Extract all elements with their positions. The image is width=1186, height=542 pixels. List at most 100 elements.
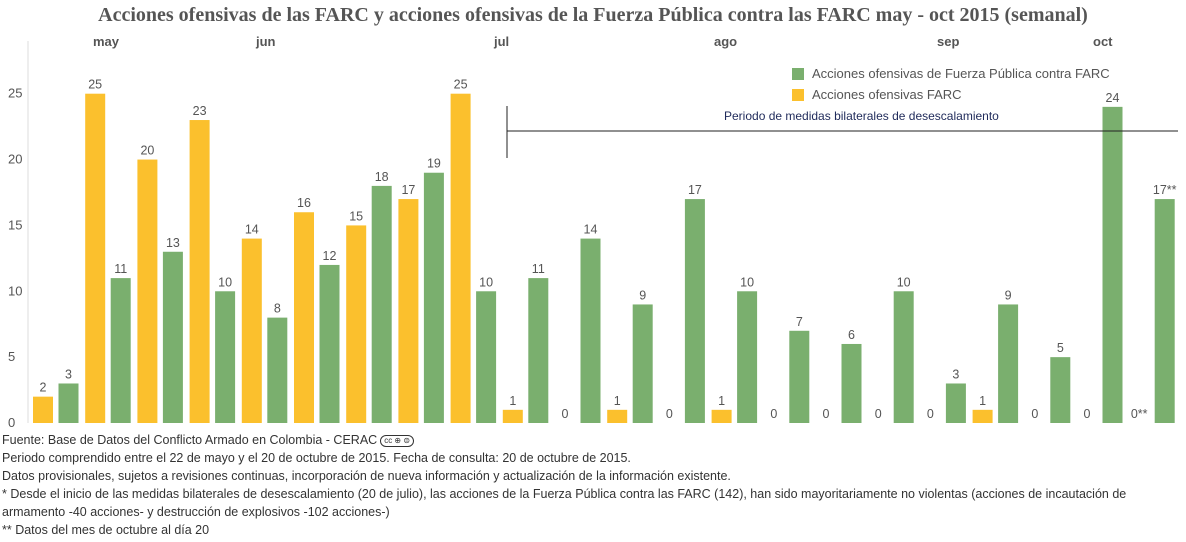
bar-fuerza-publica [215, 291, 236, 423]
data-label-fuerza-publica: 11 [114, 262, 127, 276]
bar-fuerza-publica [1050, 357, 1071, 423]
y-tick-label: 20 [8, 152, 22, 167]
bar-fuerza-publica [945, 383, 966, 423]
y-tick-label: 0 [8, 415, 15, 430]
data-label-fuerza-publica: 10 [479, 275, 493, 289]
bar-fuerza-publica [684, 199, 705, 423]
data-label-farc: 1 [614, 394, 621, 408]
bar-fuerza-publica [789, 330, 810, 423]
month-label-jul: jul [494, 34, 510, 49]
data-label-fuerza-publica: 12 [323, 249, 337, 263]
bar-fuerza-publica [267, 317, 288, 423]
period-note: Periodo comprendido entre el 22 de mayo … [2, 451, 631, 465]
bar-farc [85, 93, 106, 424]
month-label-sep: sep [937, 34, 960, 49]
data-label-farc: 16 [297, 196, 311, 210]
bar-farc [398, 199, 419, 423]
source-note: Fuente: Base de Datos del Conflicto Arma… [2, 431, 1182, 449]
bar-farc [241, 238, 262, 423]
legend-label-fuerza-publica: Acciones ofensivas de Fuerza Pública con… [812, 66, 1110, 81]
data-label-fuerza-publica: 17** [1153, 183, 1177, 197]
data-label-farc: 0 [666, 407, 673, 421]
bar-fuerza-publica [1102, 106, 1123, 424]
data-label-farc: 0 [770, 407, 777, 421]
data-label-fuerza-publica: 5 [1057, 341, 1064, 355]
bar-farc [33, 396, 53, 423]
bar-farc [450, 93, 471, 424]
legend-swatch-green [792, 67, 804, 80]
source-text: Fuente: Base de Datos del Conflicto Arma… [2, 433, 378, 447]
bar-fuerza-publica [841, 343, 862, 423]
data-label-farc: 17 [401, 183, 415, 197]
data-label-farc: 0 [927, 407, 934, 421]
creative-commons-badge: cc ⊕ ⊜ [380, 434, 415, 447]
y-tick-label: 25 [8, 86, 22, 101]
bar-fuerza-publica [998, 304, 1019, 423]
data-label-fuerza-publica: 10 [740, 275, 754, 289]
data-label-fuerza-publica: 8 [274, 302, 281, 316]
data-label-farc: 14 [245, 223, 259, 237]
bar-fuerza-publica [580, 238, 601, 423]
footnote-octubre: ** Datos del mes de octubre al día 20 [2, 523, 210, 537]
bar-fuerza-publica [162, 251, 183, 423]
footnote-desescalamiento: * Desde el inicio de las medidas bilater… [2, 487, 1127, 519]
data-label-farc: 2 [40, 381, 47, 395]
data-label-farc: 20 [140, 144, 154, 158]
y-tick-label: 15 [8, 217, 22, 232]
provisional-note: Datos provisionales, sujetos a revisione… [2, 469, 731, 483]
data-label-fuerza-publica: 10 [897, 275, 911, 289]
chart-notes: Fuente: Base de Datos del Conflicto Arma… [2, 431, 1182, 539]
bar-chart: 0510152025232511201323101481612151817192… [8, 41, 1178, 430]
bar-fuerza-publica [737, 291, 758, 423]
legend: Acciones ofensivas de Fuerza Pública con… [792, 63, 1110, 105]
data-label-farc: 0** [1131, 407, 1148, 421]
data-label-farc: 25 [88, 78, 102, 92]
data-label-fuerza-publica: 19 [427, 157, 441, 171]
data-label-fuerza-publica: 3 [65, 367, 72, 381]
data-label-farc: 0 [1031, 407, 1038, 421]
month-label-oct: oct [1093, 34, 1113, 49]
data-label-fuerza-publica: 11 [532, 262, 545, 276]
legend-swatch-yellow [792, 88, 804, 101]
bar-fuerza-publica [110, 278, 131, 423]
data-label-farc: 25 [454, 78, 468, 92]
data-label-fuerza-publica: 10 [218, 275, 232, 289]
y-tick-label: 10 [8, 283, 22, 298]
bar-farc [711, 409, 732, 423]
bar-fuerza-publica [476, 291, 497, 423]
period-annotation: Periodo de medidas bilaterales de desesc… [724, 109, 999, 123]
bar-fuerza-publica [1154, 199, 1175, 423]
data-label-farc: 0 [562, 407, 569, 421]
data-label-farc: 1 [718, 394, 725, 408]
data-label-farc: 1 [509, 394, 516, 408]
data-label-fuerza-publica: 17 [688, 183, 702, 197]
data-label-farc: 15 [349, 209, 363, 223]
bar-farc [137, 159, 158, 423]
data-label-fuerza-publica: 3 [952, 367, 959, 381]
legend-item-fuerza-publica: Acciones ofensivas de Fuerza Pública con… [792, 63, 1110, 84]
legend-item-farc: Acciones ofensivas FARC [792, 84, 1110, 105]
data-label-fuerza-publica: 18 [375, 170, 389, 184]
data-label-fuerza-publica: 14 [584, 223, 598, 237]
bar-fuerza-publica [632, 304, 653, 423]
bar-farc [502, 409, 523, 423]
bar-fuerza-publica [58, 383, 79, 423]
data-label-fuerza-publica: 7 [796, 315, 803, 329]
legend-label-farc: Acciones ofensivas FARC [812, 87, 962, 102]
y-tick-label: 5 [8, 349, 15, 364]
data-label-farc: 0 [823, 407, 830, 421]
bar-farc [346, 225, 367, 423]
chart-title: Acciones ofensivas de las FARC y accione… [98, 4, 1088, 26]
data-label-fuerza-publica: 24 [1106, 91, 1120, 105]
data-label-farc: 0 [1084, 407, 1091, 421]
data-label-farc: 0 [875, 407, 882, 421]
data-label-fuerza-publica: 6 [848, 328, 855, 342]
bar-fuerza-publica [319, 264, 340, 423]
bar-farc [189, 120, 210, 423]
bar-fuerza-publica [893, 291, 914, 423]
bar-farc [607, 409, 628, 423]
bar-farc [972, 409, 993, 423]
data-label-farc: 1 [979, 394, 986, 408]
month-label-jun: jun [256, 34, 276, 49]
bar-fuerza-publica [423, 172, 444, 423]
